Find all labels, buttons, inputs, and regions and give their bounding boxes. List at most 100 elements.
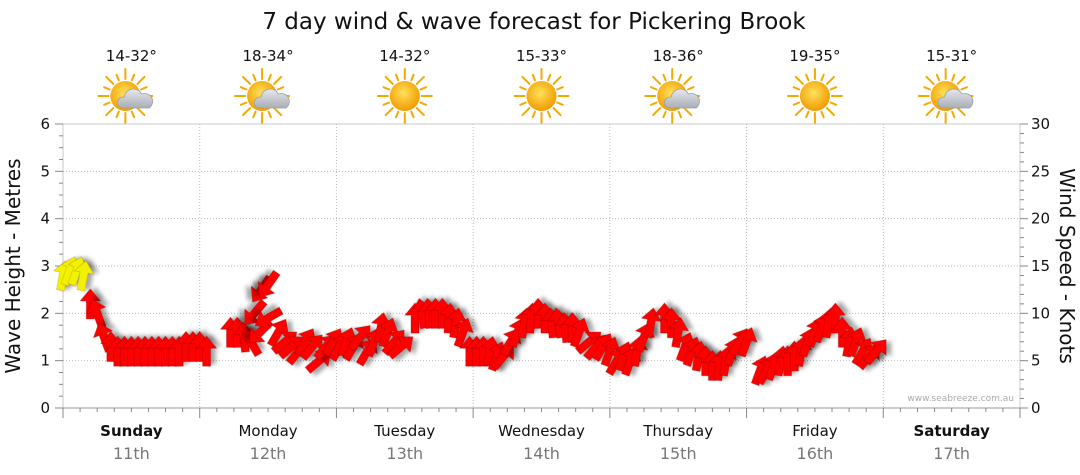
day-name-label: Thursday [642,422,713,440]
wind-arrow [668,317,690,349]
sun-ray [519,101,527,106]
sun-ray [136,75,146,85]
right-tick-label: 20 [1031,210,1050,228]
day-name-label: Tuesday [373,422,435,440]
day-name-label: Sunday [100,422,163,440]
sun-ray [267,73,272,82]
day-date-label: 12th [250,444,287,463]
sun-ray [556,86,564,91]
sun-ray [677,73,683,82]
sun-ray [829,86,838,91]
cloud-shape [117,88,153,109]
sun-ray [415,75,425,85]
wind-arrow [600,336,621,368]
day-date-label: 15th [660,444,697,463]
right-tick-label: 30 [1031,115,1050,133]
temperature-range: 18-34° [243,47,294,65]
chart-title: 7 day wind & wave forecast for Pickering… [262,9,806,35]
sun-ray [384,107,394,117]
sun-disc [526,81,557,111]
wind-arrow-shape [569,317,591,349]
sun-ray [662,73,667,82]
sun-ray [521,75,531,85]
sun-ray [267,110,272,119]
daily-temperature-row: 14-32° 18-34° 14-32° 15-33° 18-36° 19-35° 15-3… [106,47,977,65]
sun-ray [652,107,662,117]
wind-arrow-shape [244,298,268,326]
sun-ray [382,86,391,91]
wind-arrow [569,317,591,349]
wind-arrow-shape [386,336,414,360]
sun-ray [552,107,562,117]
sun-ray [394,110,400,119]
wave-height-axis-title: Wave Height - Metres [1,158,25,373]
sun-ray [419,86,428,91]
partly-cloudy-icon [644,68,701,124]
sun-rays [97,68,154,124]
day-name-label: Wednesday [498,422,585,440]
sun-ray [649,101,658,106]
sun-ray [923,101,931,106]
cloud-shape [253,88,290,109]
sun-ray [531,73,536,82]
sun-ray [410,73,415,82]
wind-arrow [73,260,95,292]
wave-height-axis-ticks: 0 1 2 3 4 5 6 [40,115,50,417]
sun-ray [130,110,136,119]
sun-ray [662,110,667,119]
temperature-range: 19-35° [789,47,840,65]
partly-cloudy-icon [917,68,974,124]
wind-arrow [244,298,268,326]
sun-ray [547,73,552,82]
sun-ray [825,75,836,85]
sun-ray [105,75,115,85]
sun-ray [960,86,968,91]
left-tick-label: 5 [40,162,50,180]
sun-ray [140,86,148,91]
sun-ray [683,75,693,85]
sun-ray [652,75,662,85]
wind-speed-axis-title: Wind Speed - Knots [1055,168,1079,364]
wind-arrow [386,336,414,360]
temperature-range: 15-33° [516,47,567,65]
wind-arrow-shape [863,339,887,366]
sun-ray [103,86,111,91]
sun-ray [103,101,111,106]
daily-weather-icons [97,68,974,124]
sun-ray [241,107,252,117]
sun-ray [384,75,394,85]
sun-ray [130,73,136,82]
temperature-range: 15-31° [926,47,977,65]
wind-arrow-shape [73,260,95,292]
wind-arrow-shape [668,317,690,349]
sun-ray [925,107,935,117]
sun-ray [556,101,564,106]
sun-ray [935,73,941,82]
sunny-icon [786,68,843,124]
wind-arrow [254,306,284,329]
sun-ray [825,107,836,117]
right-tick-label: 15 [1031,257,1050,275]
sun-ray [252,73,257,82]
wind-arrow [299,334,323,361]
left-tick-label: 1 [40,352,50,370]
chart-grid [55,123,1028,418]
sunny-icon [513,68,570,124]
sun-ray [794,107,804,117]
sun-ray [686,86,695,91]
sun-ray [683,107,693,117]
partly-cloudy-icon [97,68,154,124]
day-labels: Sunday 11th Monday 12th Tuesday 13th Wednesday… [100,422,990,463]
day-name-label: Monday [238,422,297,440]
sun-ray [382,101,391,106]
watermark: www.seabreeze.com.au [907,394,1014,404]
sun-ray [136,107,146,117]
left-tick-label: 3 [40,257,50,275]
sun-ray [273,75,283,85]
left-tick-label: 4 [40,210,50,228]
right-tick-label: 5 [1031,352,1041,370]
sun-disc [799,81,830,111]
sun-ray [410,110,415,119]
wind-arrow [195,335,218,367]
sun-ray [792,86,801,91]
